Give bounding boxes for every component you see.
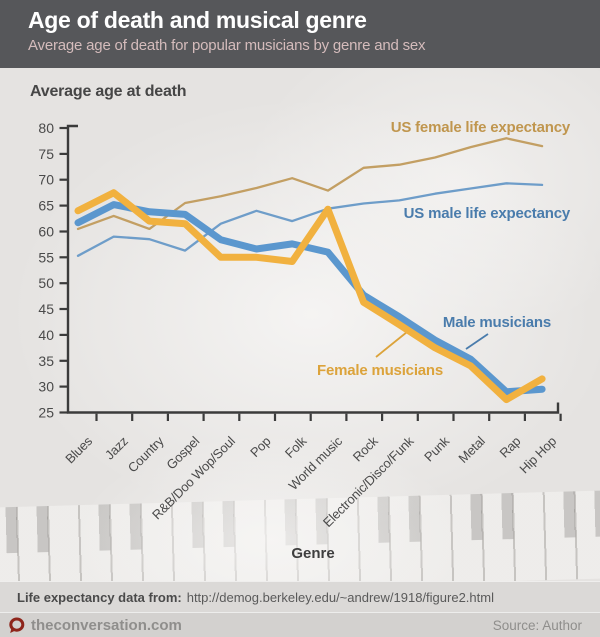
x-tick-label: Blues	[62, 433, 95, 466]
line-chart: 25 30 35 40 45 50 55 60 65 70 75 80 Blues JazzCountry…	[38, 120, 562, 530]
x-axis-title: Genre	[291, 545, 335, 562]
x-tick-label: Rap	[496, 434, 523, 461]
female-musicians-leader-line	[375, 331, 408, 358]
chart-region: Average age at death 25 30 35 40 45 50 55 60 65 7…	[0, 68, 600, 581]
y-tick-label: 60	[38, 224, 54, 240]
background-photo-wash	[0, 68, 600, 581]
y-tick-label: 25	[38, 405, 54, 421]
y-tick-label: 65	[38, 198, 54, 214]
footnote: Life expectancy data from: http://demog.b…	[0, 581, 600, 612]
x-tick-label: Hip Hop	[516, 434, 559, 477]
x-tick-label: Rock	[350, 433, 381, 464]
y-tick-label: 30	[38, 379, 54, 395]
y-tick-label: 55	[38, 249, 54, 265]
bottom-bar: theconversation.com Source: Author	[0, 612, 600, 637]
x-tick-label: Punk	[421, 433, 452, 464]
brand: theconversation.com	[8, 617, 182, 634]
y-tick-label: 45	[38, 301, 54, 317]
footnote-url: http://demog.berkeley.edu/~andrew/1918/f…	[186, 590, 494, 605]
footnote-label: Life expectancy data from:	[17, 590, 182, 605]
y-tick-label: 40	[38, 327, 54, 343]
annotation-us-male-life-expectancy: US male life expectancy	[403, 205, 571, 222]
x-tick-label: Metal	[455, 433, 488, 466]
the-conversation-logo-icon	[9, 617, 25, 633]
y-tick-label: 35	[38, 353, 54, 369]
y-tick-label: 70	[38, 172, 54, 188]
y-axis-title: Average age at death	[30, 83, 187, 100]
page-title: Age of death and musical genre	[28, 7, 367, 33]
x-tick-label: Country	[125, 433, 167, 475]
annotation-female-musicians: Female musicians	[317, 362, 444, 379]
series-us-male-life-expectancy	[76, 182, 544, 257]
series-male-musicians	[74, 201, 546, 396]
y-tick-label: 50	[38, 275, 54, 291]
brand-text: theconversation.com	[31, 616, 182, 634]
x-tick-label: Pop	[247, 434, 274, 461]
series-female-musicians	[74, 189, 546, 404]
x-tick-label: Folk	[282, 433, 310, 461]
source-credit: Source: Author	[492, 617, 582, 633]
header: Age of death and musical genre Average a…	[0, 0, 600, 68]
annotation-male-musicians: Male musicians	[442, 314, 551, 331]
y-tick-label: 80	[38, 120, 54, 136]
annotation-us-female-life-expectancy: US female life expectancy	[390, 119, 570, 136]
page-subtitle: Average age of death for popular musicia…	[28, 37, 426, 55]
x-tick-label: Jazz	[102, 434, 131, 463]
y-tick-label: 75	[38, 146, 54, 162]
male-musicians-leader-line	[465, 333, 489, 350]
